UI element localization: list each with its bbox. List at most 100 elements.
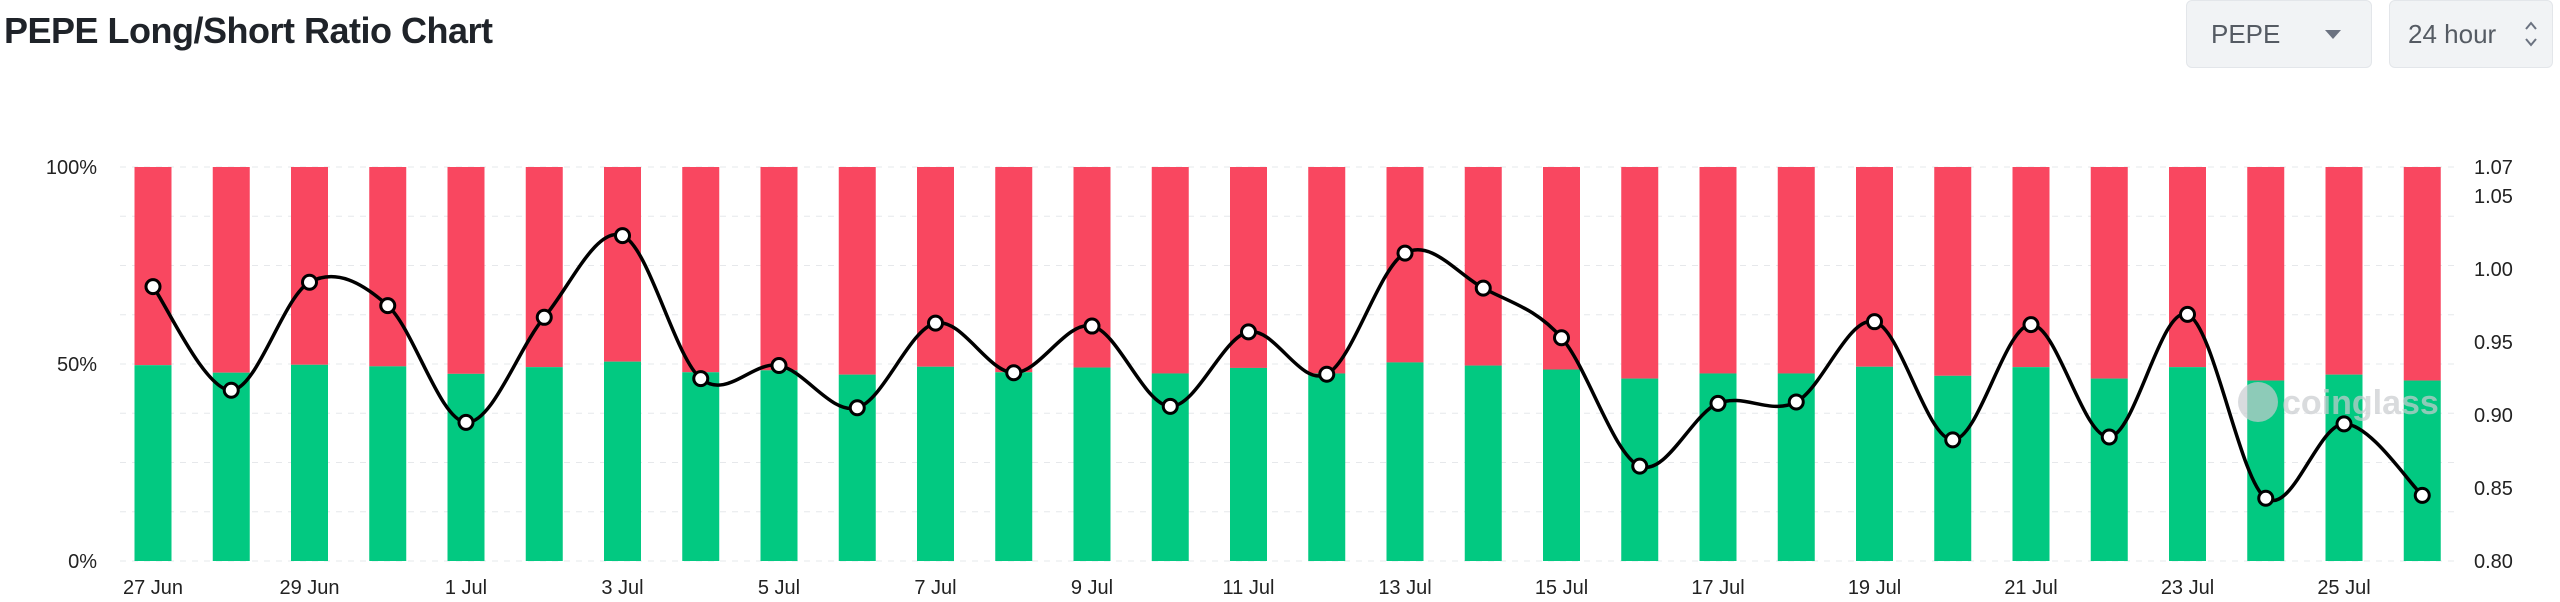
- ratio-point: [1318, 365, 1336, 383]
- ratio-point: [1005, 364, 1023, 382]
- left-axis-tick-label: 100%: [46, 157, 97, 179]
- right-axis-tick-label: 1.07: [2474, 157, 2513, 179]
- ratio-point: [1083, 317, 1101, 335]
- ratio-point: [535, 308, 553, 326]
- short-bar: [447, 167, 485, 374]
- short-bar: [682, 167, 720, 373]
- x-axis-tick-label: 27 Jun: [123, 577, 183, 599]
- short-bar: [2090, 167, 2128, 379]
- long-bar: [760, 370, 798, 561]
- long-bar: [917, 366, 954, 561]
- x-axis-tick-label: 11 Jul: [1223, 577, 1275, 599]
- ratio-point: [848, 399, 866, 417]
- x-axis-tick-label: 7 Jul: [914, 577, 956, 599]
- watermark: coinglass: [2238, 382, 2439, 422]
- x-axis-tick-label: 3 Jul: [601, 577, 643, 599]
- short-bar: [1934, 167, 1972, 376]
- symbol-select[interactable]: PEPE: [2186, 0, 2372, 68]
- ratio-point: [770, 356, 788, 374]
- long-bar: [1934, 375, 1972, 561]
- ratio-point: [1474, 279, 1492, 297]
- long-bar: [2169, 367, 2206, 561]
- right-axis-tick-label: 1.05: [2474, 186, 2513, 208]
- x-axis-tick-label: 5 Jul: [758, 577, 800, 599]
- long-bar: [369, 366, 407, 561]
- short-bar: [212, 167, 250, 373]
- short-bar: [1073, 167, 1111, 368]
- ratio-point: [457, 413, 475, 431]
- long-bar: [1230, 367, 1267, 561]
- updown-chevron-icon: [2525, 21, 2537, 47]
- right-axis-tick-label: 1.00: [2474, 259, 2513, 281]
- short-bar: [604, 167, 641, 362]
- x-axis-tick-label: 25 Jul: [2317, 577, 2370, 599]
- long-bar: [1386, 362, 1424, 561]
- left-y-axis: 0% 50% 100%: [46, 157, 97, 573]
- ratio-point: [1631, 457, 1649, 475]
- long-bar: [1308, 373, 1346, 561]
- ratio-point: [1396, 244, 1414, 262]
- x-axis: 27 Jun 29 Jun 1 Jul 3 Jul 5 Jul 7 Jul 9 Jul 11 …: [123, 577, 2371, 599]
- ratio-point: [1709, 394, 1727, 412]
- ratio-point: [2022, 316, 2040, 334]
- ratio-point: [379, 297, 397, 315]
- ratio-point: [1944, 431, 1962, 449]
- x-axis-tick-label: 21 Jul: [2004, 577, 2057, 599]
- ratio-point: [692, 370, 710, 388]
- long-bar: [1543, 369, 1580, 561]
- period-select[interactable]: 24 hour: [2389, 0, 2553, 68]
- right-axis-tick-label: 0.95: [2474, 332, 2513, 354]
- ratio-point: [1787, 393, 1805, 411]
- ratio-point: [2100, 428, 2118, 446]
- long-bar: [1464, 365, 1502, 561]
- short-bar: [369, 167, 407, 367]
- ratio-point: [2257, 489, 2275, 507]
- ratio-point: [1553, 329, 1570, 347]
- long-bar: [2090, 378, 2128, 561]
- coinglass-logo-icon: [2238, 382, 2278, 422]
- left-axis-tick-label: 50%: [57, 354, 97, 376]
- long-bar: [2325, 374, 2363, 561]
- x-axis-tick-label: 9 Jul: [1071, 577, 1113, 599]
- x-axis-tick-label: 15 Jul: [1535, 577, 1588, 599]
- caret-down-icon: [2325, 30, 2341, 39]
- ratio-point: [2179, 305, 2196, 323]
- ratio-point: [927, 314, 944, 332]
- short-bar: [1151, 167, 1189, 374]
- long-bar: [525, 367, 563, 561]
- right-y-axis: 0.80 0.85 0.90 0.95 1.00 1.05 1.07: [2474, 157, 2513, 573]
- long-bar: [134, 365, 172, 561]
- short-bar: [2012, 167, 2050, 368]
- symbol-select-value: PEPE: [2211, 18, 2281, 49]
- short-bar: [1699, 167, 1737, 374]
- ratio-line-series: [144, 227, 2431, 507]
- short-bar: [2325, 167, 2363, 375]
- long-bar: [682, 372, 720, 561]
- ratio-point: [2413, 486, 2431, 504]
- page-title: PEPE Long/Short Ratio Chart: [4, 10, 493, 51]
- period-select-value: 24 hour: [2408, 18, 2497, 49]
- right-axis-tick-label: 0.80: [2474, 551, 2513, 573]
- grid-lines: [120, 166, 2455, 562]
- ratio-point: [2335, 415, 2353, 433]
- long-bar: [2012, 367, 2050, 561]
- ratio-point: [144, 278, 162, 296]
- long-bar: [291, 364, 328, 561]
- right-axis-tick-label: 0.85: [2474, 478, 2513, 500]
- ratio-point: [1240, 323, 1257, 341]
- x-axis-tick-label: 19 Jul: [1848, 577, 1901, 599]
- long-bar: [447, 373, 485, 561]
- short-bar: [1464, 167, 1502, 366]
- short-bar: [134, 167, 172, 366]
- short-bar: [838, 167, 876, 375]
- watermark-text: coinglass: [2282, 384, 2439, 422]
- x-axis-tick-label: 29 Jun: [279, 577, 339, 599]
- short-bar: [291, 167, 328, 365]
- short-bar: [995, 167, 1033, 373]
- short-bar: [2169, 167, 2206, 368]
- right-axis-tick-label: 0.90: [2474, 405, 2513, 427]
- long-bar: [604, 361, 641, 561]
- x-axis-tick-label: 23 Jul: [2161, 577, 2214, 599]
- ratio-point: [1866, 313, 1883, 331]
